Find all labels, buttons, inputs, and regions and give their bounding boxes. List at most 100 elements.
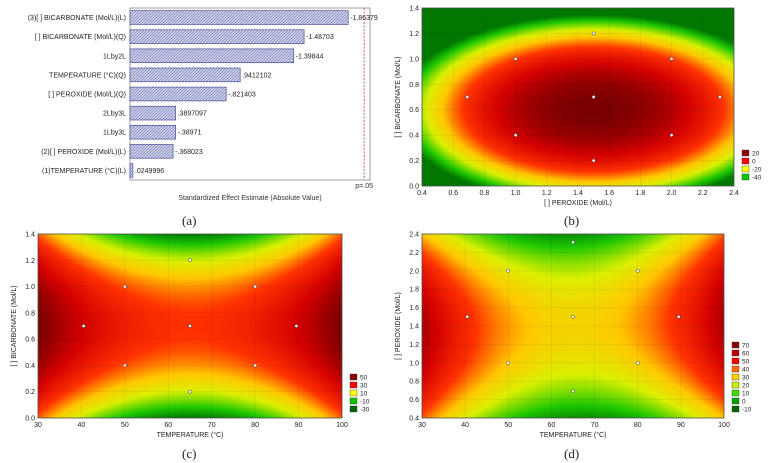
design-point <box>635 268 640 273</box>
legend-swatch <box>349 397 358 405</box>
design-point <box>465 95 470 99</box>
legend-label: 40 <box>742 367 750 374</box>
y-tick-label: 0.4 <box>25 363 35 370</box>
design-point <box>669 133 674 137</box>
design-point <box>718 95 722 99</box>
design-point <box>123 284 127 289</box>
legend-swatch <box>731 357 740 365</box>
legend-swatch <box>731 341 740 349</box>
bar-value-label: -.368023 <box>175 149 203 156</box>
y-tick-label: 0.4 <box>409 133 419 140</box>
y-tick-label: 0.8 <box>25 310 35 317</box>
design-point <box>188 324 192 328</box>
legend-label: 0 <box>752 159 756 166</box>
plot-frame <box>421 7 735 187</box>
x-tick-label: 70 <box>591 422 599 429</box>
x-tick-label: 1.6 <box>604 190 614 197</box>
x-tick-label: 2.0 <box>667 190 677 197</box>
x-tick-label: 40 <box>78 422 86 429</box>
legend-label: 70 <box>742 343 750 350</box>
design-point <box>465 314 470 319</box>
x-tick-label: 100 <box>718 422 730 429</box>
caption-a: (a) <box>182 213 197 228</box>
legend-label: 0 <box>742 399 746 406</box>
y-tick-label: 0.6 <box>409 107 419 114</box>
bar <box>129 144 174 159</box>
bar-value-label: .0249996 <box>135 168 164 175</box>
legend-label: -40 <box>752 175 762 182</box>
y-tick-label: 0.8 <box>409 379 419 386</box>
contour-plot-b: 0.4 0.6 0.8 1.0 1.2 1.4 1.6 1.8 2.0 2.2 2.4 0.0 0.2 0… <box>395 6 762 208</box>
design-point <box>591 95 596 99</box>
design-point <box>506 360 511 365</box>
x-tick-label: 100 <box>336 422 348 429</box>
x-tick-label: 2.4 <box>729 190 739 197</box>
y-tick-label: 2.0 <box>409 268 419 275</box>
design-point <box>591 158 596 163</box>
plot-b-surface <box>422 8 734 186</box>
legend-label: 50 <box>360 375 368 382</box>
legend-label: 30 <box>742 375 750 382</box>
legend-swatch <box>741 157 750 165</box>
legend-swatch <box>731 349 740 357</box>
category-label: 2Lby3L <box>103 111 126 118</box>
design-point <box>253 363 257 368</box>
bar <box>129 67 241 83</box>
x-tick-label: 90 <box>295 422 303 429</box>
x-tick-label: 70 <box>208 422 216 429</box>
legend-label: 10 <box>360 391 368 398</box>
y-tick-label: 0.8 <box>409 82 419 89</box>
design-point <box>188 258 192 263</box>
x-tick-label: 0.8 <box>480 190 490 197</box>
legend-swatch <box>731 373 740 381</box>
legend-swatch <box>741 149 750 157</box>
y-tick-label: 0.0 <box>25 416 35 423</box>
x-tick-label: 50 <box>121 422 129 429</box>
legend-swatch <box>349 389 358 397</box>
x-axis-label: Standardized Effect Estimate (Absolute V… <box>178 195 321 202</box>
y-tick-label: 1.4 <box>25 232 35 239</box>
legend-label: -30 <box>360 407 370 414</box>
y-axis-label: [ ] BICARBONATE (Mol/L) <box>11 285 18 366</box>
x-axis-label: TEMPERATURE (°C) <box>157 431 224 439</box>
design-point <box>506 268 511 273</box>
legend-label: -10 <box>742 407 752 414</box>
legend-label: -20 <box>752 167 762 174</box>
design-point <box>513 133 518 137</box>
design-point <box>571 314 575 319</box>
bar-value-label: .3897097 <box>178 111 207 118</box>
y-tick-label: 0.0 <box>409 184 419 191</box>
x-tick-label: 50 <box>504 422 512 429</box>
design-point <box>591 31 596 36</box>
plot-frame <box>37 233 343 419</box>
legend-swatch <box>731 397 740 405</box>
design-point <box>669 57 674 61</box>
x-tick-label: 30 <box>34 422 42 429</box>
y-tick-label: 1.2 <box>409 342 419 349</box>
legend-swatch <box>741 173 750 181</box>
legend-swatch <box>731 405 740 413</box>
y-tick-label: 1.2 <box>409 31 419 38</box>
y-tick-label: 1.6 <box>409 305 419 312</box>
contour-plot-c: 30 40 50 60 70 80 90 100 0.0 0.2 0.4 0.6 0.8 1.0 1.2 1.… <box>11 232 370 440</box>
category-label: [ ] BICARBONATE (Mol/L)(Q) <box>35 34 126 41</box>
x-tick-label: 0.4 <box>417 190 427 197</box>
bar <box>129 86 227 102</box>
legend-label: 10 <box>742 391 750 398</box>
legend-label: 30 <box>360 383 368 390</box>
legend-swatch <box>731 381 740 389</box>
y-tick-label: 0.6 <box>25 337 35 344</box>
bar-value-label: -1.39844 <box>296 53 324 60</box>
x-tick-label: 1.0 <box>511 190 521 197</box>
bar-value-label: -.38971 <box>178 130 202 137</box>
legend-label: 50 <box>742 359 750 366</box>
category-label: TEMPERATURE (°C)(Q) <box>49 71 126 79</box>
x-axis-label: TEMPERATURE (°C) <box>540 431 607 439</box>
caption-d: (d) <box>564 446 580 461</box>
caption-b: (b) <box>564 213 580 228</box>
pareto-chart: -1.86379(3)[ ] BICARBONATE (Mol/L)(L)-1.… <box>28 7 378 202</box>
design-point <box>571 389 575 394</box>
x-tick-label: 90 <box>677 422 685 429</box>
category-label: 1Lby2L <box>103 53 126 60</box>
bar <box>129 48 295 64</box>
